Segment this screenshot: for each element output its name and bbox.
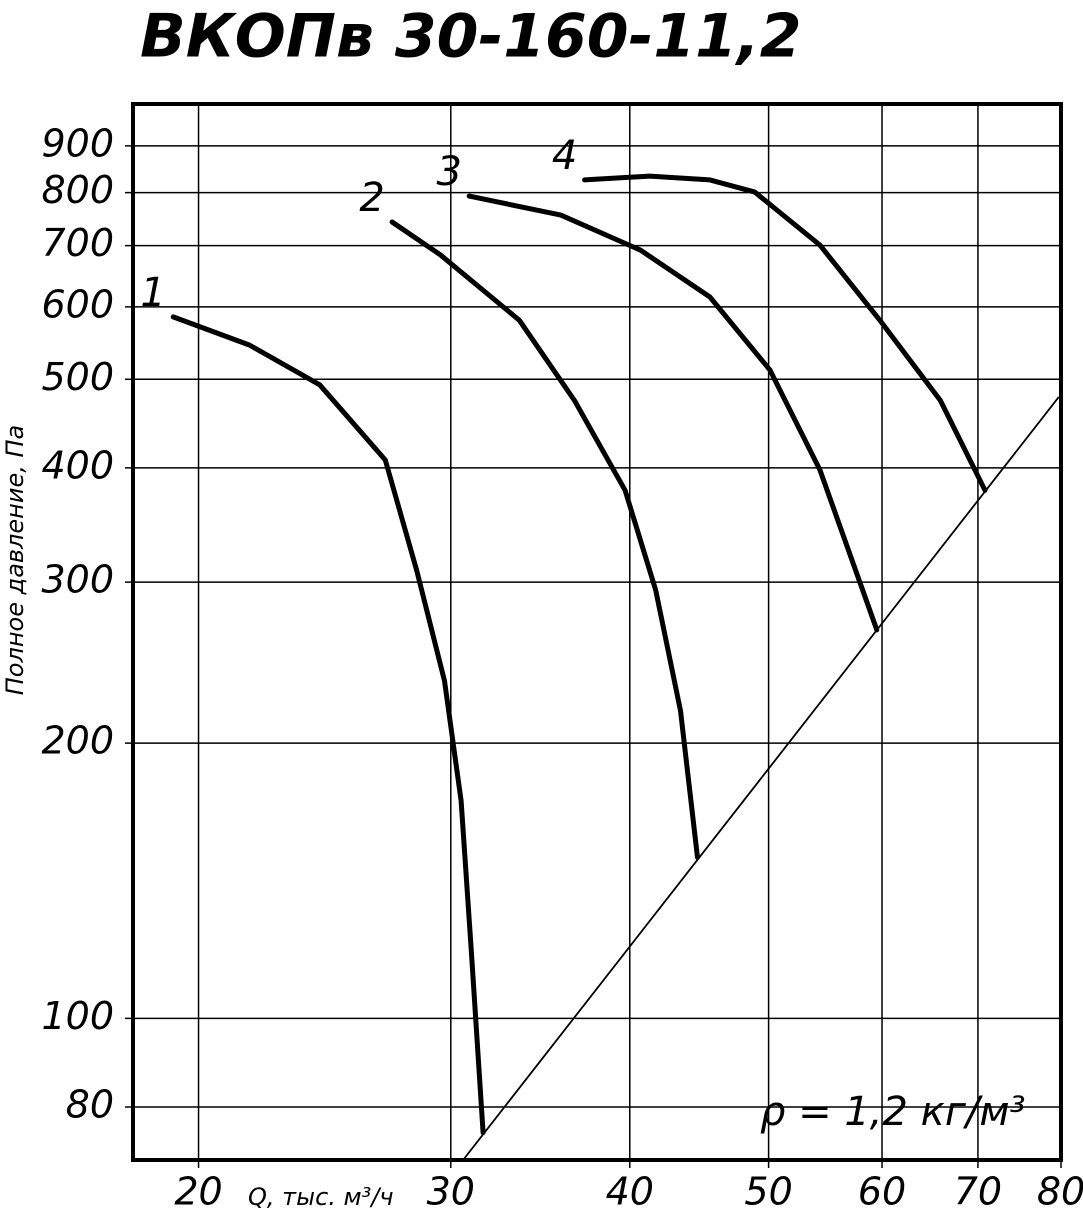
curve-label: 1: [140, 270, 165, 316]
plot-frame: [131, 102, 1063, 1162]
y-tick-label: 200: [41, 719, 114, 763]
fan-curve: [466, 193, 880, 633]
y-tick-label: 300: [41, 558, 114, 602]
x-tick-label: 60: [858, 1170, 906, 1214]
chart-title: ВКОПв 30-160-11,2: [140, 2, 801, 72]
annotation: ρ = 1,2 кг/м³: [760, 1089, 1026, 1135]
fan-curve: [582, 173, 988, 493]
y-tick-label: 600: [41, 282, 114, 326]
x-tick-label: 70: [954, 1170, 1002, 1214]
system-curve: [462, 396, 1060, 1161]
y-axis-label: Полное давление, Па: [1, 425, 29, 695]
y-tick-label: 700: [41, 221, 114, 265]
y-tick-label: 500: [41, 355, 114, 399]
curve-label: 4: [552, 133, 577, 179]
y-tick-label: 400: [41, 443, 114, 487]
fan-curve: [170, 314, 486, 1136]
y-tick-label: 900: [41, 121, 114, 165]
x-tick-label: 40: [606, 1170, 654, 1214]
x-tick-label: 20: [174, 1170, 222, 1214]
y-tick-label: 800: [41, 168, 114, 212]
x-tick-label: 50: [744, 1170, 792, 1214]
curve-label: 2: [359, 175, 384, 221]
x-tick-label: 80: [1037, 1170, 1083, 1214]
x-axis-label: Q, тыс. м³/ч: [248, 1183, 394, 1211]
y-tick-label: 100: [41, 994, 114, 1038]
x-tick-label: 30: [427, 1170, 475, 1214]
fan-curve: [389, 219, 700, 860]
y-tick-label: 80: [66, 1082, 114, 1126]
curve-label: 3: [436, 149, 461, 195]
